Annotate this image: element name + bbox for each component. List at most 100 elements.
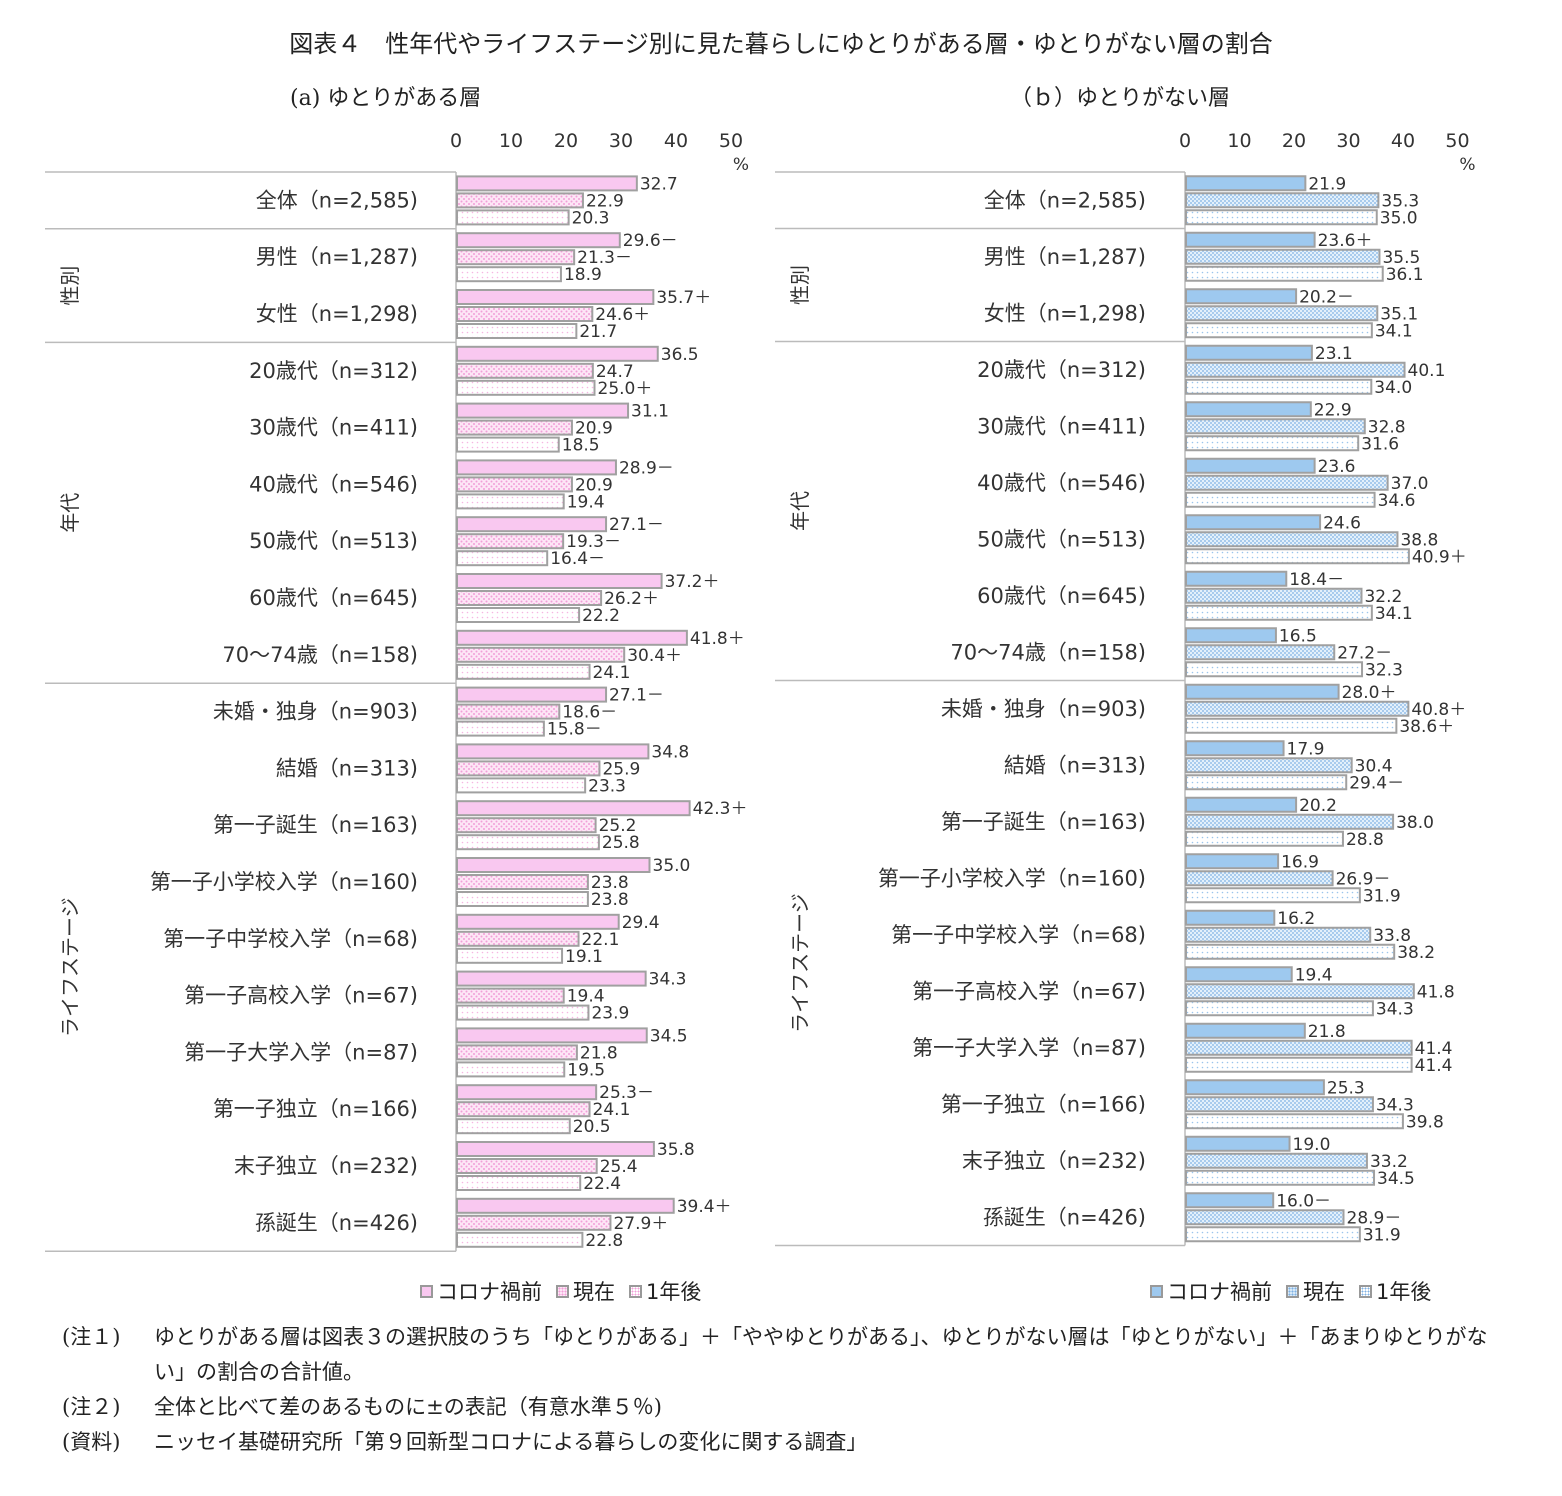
category-label: 20歳代（n=312) (249, 359, 418, 383)
data-label: 19.4 (1295, 965, 1333, 985)
data-label: 24.7 (596, 362, 634, 382)
data-label: 34.8 (651, 742, 689, 762)
data-label: 34.1 (1375, 604, 1413, 624)
bar-b-before (1185, 740, 1285, 757)
legend-item: 1年後 (1359, 1276, 1431, 1306)
category-label: 末子独立（n=232) (234, 1154, 418, 1178)
bar-b-now (1185, 305, 1379, 322)
legend-swatch (1150, 1284, 1163, 1298)
bar-a-now (456, 760, 601, 777)
bar-a-next (456, 1004, 590, 1021)
bar-b-before (1185, 1079, 1325, 1096)
bar-a-before (456, 573, 663, 589)
category-label: 全体（n=2,585) (256, 188, 418, 212)
x-axis-unit: % (733, 155, 749, 175)
chart-a-legend: コロナ禍前 現在 1年後 (420, 1276, 701, 1306)
category-label: 末子独立（n=232) (962, 1149, 1146, 1173)
data-label: 40.9＋ (1412, 547, 1467, 567)
x-tick-label: 50 (1445, 130, 1469, 152)
x-tick-label: 0 (1179, 130, 1191, 152)
legend-item: 1年後 (629, 1276, 701, 1306)
category-label: 第一子大学入学（n=87) (912, 1036, 1146, 1060)
bar-a-next (456, 834, 600, 851)
bar-a-before (456, 345, 659, 362)
legend-swatch (1359, 1284, 1372, 1298)
bar-b-now (1185, 1039, 1413, 1056)
data-label: 27.1－ (609, 686, 664, 706)
bar-b-next (1185, 548, 1410, 565)
chart-b-title: （ｂ）ゆとりがない層 (1010, 86, 1231, 111)
legend-swatch (556, 1284, 569, 1298)
data-label: 36.1 (1386, 265, 1424, 285)
x-tick-label: 50 (719, 130, 743, 152)
bar-b-before (1185, 627, 1277, 644)
bar-a-now (456, 1101, 591, 1118)
bar-b-now (1185, 926, 1372, 943)
bar-a-before (456, 1197, 675, 1214)
category-label: 70～74歳（n=158) (222, 643, 418, 667)
bar-b-before (1185, 175, 1307, 192)
data-label: 30.4 (1355, 756, 1393, 776)
data-label: 36.5 (661, 345, 699, 365)
bar-b-before (1185, 288, 1298, 305)
data-label: 19.3－ (566, 532, 621, 552)
data-label: 21.8 (580, 1043, 618, 1063)
category-label: 50歳代（n=513) (249, 529, 418, 553)
data-label: 34.1 (1375, 321, 1413, 341)
data-label: 25.0＋ (598, 379, 653, 399)
data-label: 39.4＋ (677, 1197, 732, 1217)
data-label: 18.5 (562, 436, 600, 456)
bar-b-now (1185, 587, 1363, 604)
data-label: 16.2 (1277, 909, 1315, 929)
bar-b-before (1185, 966, 1293, 983)
bar-a-next (456, 1231, 584, 1248)
data-label: 16.9 (1281, 852, 1319, 872)
legend-label: コロナ禍前 (1167, 1280, 1272, 1304)
data-label: 19.0 (1293, 1135, 1331, 1155)
data-label: 26.2＋ (604, 589, 659, 609)
data-label: 28.0＋ (1342, 683, 1397, 703)
legend-label: 現在 (573, 1280, 615, 1304)
legend-swatch (1286, 1284, 1299, 1298)
data-label: 35.7＋ (656, 288, 711, 308)
bar-b-before (1185, 570, 1288, 587)
bar-a-before (456, 686, 608, 703)
data-label: 34.5 (1377, 1169, 1415, 1189)
bar-b-before (1185, 344, 1313, 361)
data-label: 25.4 (600, 1157, 638, 1177)
bar-a-next (456, 891, 589, 907)
x-tick-label: 20 (554, 130, 578, 152)
bar-a-now (456, 987, 565, 1004)
category-label: 女性（n=1,298) (256, 302, 418, 326)
bar-a-before (456, 402, 630, 419)
bar-b-next (1185, 830, 1344, 847)
legend-item: 現在 (556, 1276, 615, 1306)
data-label: 32.7 (640, 174, 678, 194)
x-axis-unit: % (1459, 155, 1475, 175)
bar-a-now (456, 192, 584, 209)
bar-b-now (1185, 644, 1336, 661)
bar-b-next (1185, 887, 1361, 904)
data-label: 19.1 (565, 947, 603, 967)
data-label: 38.8 (1400, 530, 1438, 550)
data-label: 18.9 (564, 265, 602, 285)
data-label: 37.0 (1391, 474, 1429, 494)
bar-b-next (1185, 209, 1378, 226)
data-label: 34.5 (650, 1026, 688, 1046)
bar-b-before (1185, 1135, 1291, 1152)
data-label: 33.2 (1370, 1152, 1408, 1172)
bar-b-now (1185, 870, 1334, 887)
note-tag: (資料) (62, 1430, 121, 1454)
data-label: 41.4 (1415, 1056, 1453, 1076)
x-tick-label: 30 (609, 130, 633, 152)
data-label: 24.6 (1323, 513, 1361, 533)
x-tick-label: 40 (664, 130, 688, 152)
bar-a-next (456, 1061, 566, 1078)
note-row: (注２) 全体と比べて差のあるものに±の表記（有意水準５％) (62, 1390, 1502, 1425)
data-label: 21.7 (579, 322, 617, 342)
data-label: 28.9－ (1347, 1208, 1402, 1228)
group-label: ライフステージ (788, 893, 812, 1033)
data-label: 19.5 (567, 1060, 605, 1080)
data-label: 34.6 (1378, 491, 1416, 511)
